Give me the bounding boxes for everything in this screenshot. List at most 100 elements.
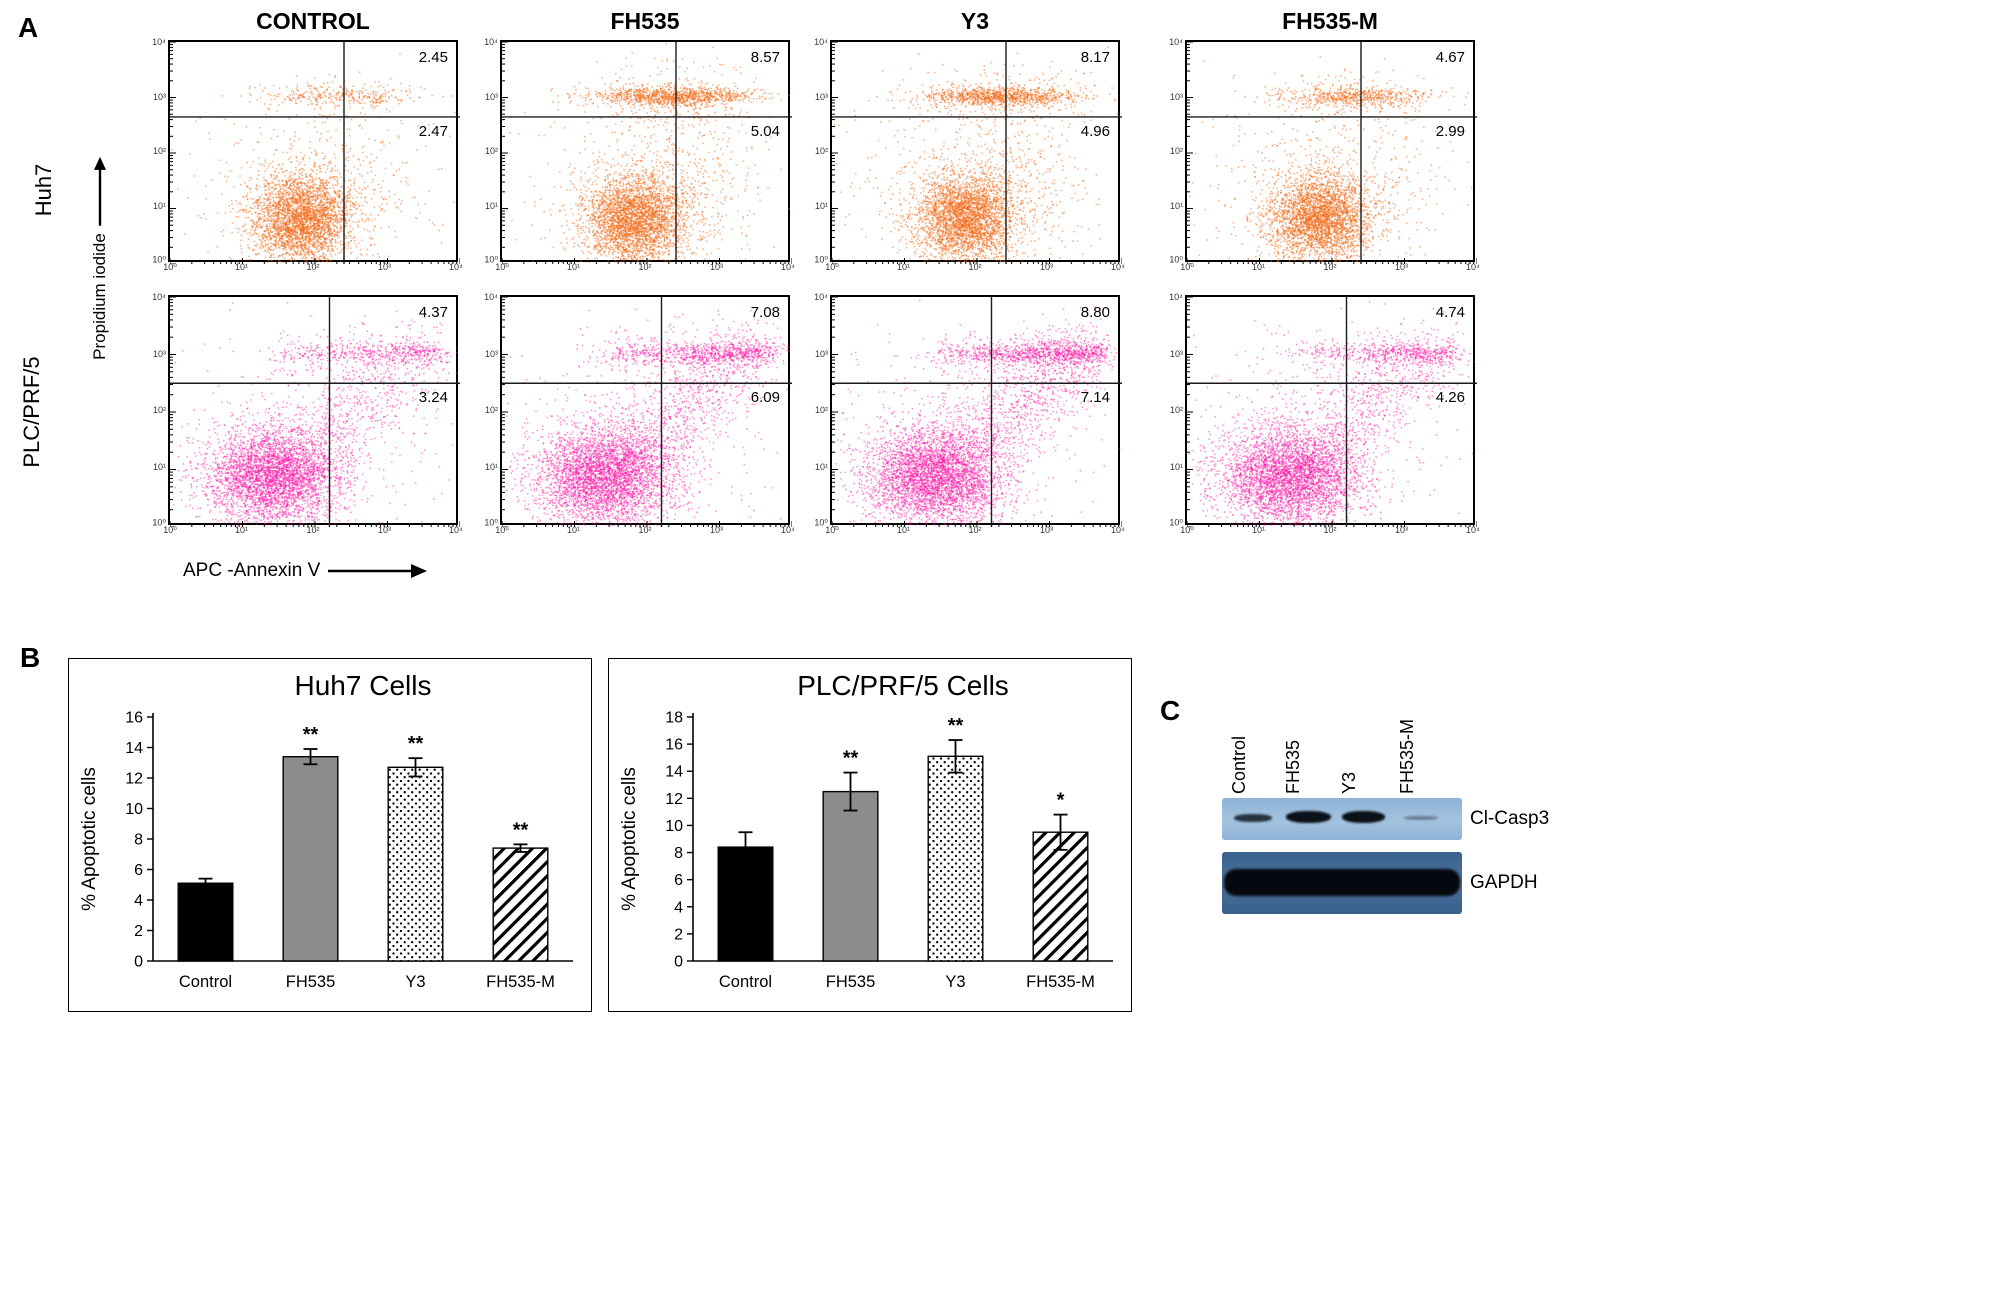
flow-dot-cloud-huh7-fh535 <box>502 42 792 264</box>
y-tick-label: 10⁰ <box>484 517 498 528</box>
x-tick-label: 10⁰ <box>163 262 177 272</box>
y-tick-label: 10⁰ <box>152 517 166 528</box>
flow-column-header-fh535: FH535 <box>610 8 680 34</box>
quadrant-upper-right-value: 8.17 <box>1080 49 1110 66</box>
y-tick-label: 16 <box>665 737 683 754</box>
y-tick-label: 10³ <box>152 91 166 102</box>
panel-b-label: B <box>20 642 41 673</box>
y-tick-label: 10¹ <box>484 461 498 472</box>
blot-label-gapdh: GAPDH <box>1470 872 1538 893</box>
x-tick-label: 10⁴ <box>1466 525 1480 535</box>
x-tick-label: 10³ <box>709 525 724 535</box>
y-tick-label: 10⁴ <box>814 37 828 47</box>
x-tick-label: 10³ <box>377 262 392 272</box>
quadrant-upper-right-value: 7.08 <box>750 304 780 321</box>
x-tick-label: 10² <box>968 262 982 272</box>
quadrant-lower-right-value: 7.14 <box>1080 389 1110 406</box>
y-tick-label: 10⁰ <box>814 254 828 265</box>
y-tick-label: 6 <box>674 872 683 889</box>
y-tick-label: 10³ <box>1169 348 1183 359</box>
y-tick-label: 10⁰ <box>1169 254 1183 265</box>
x-tick-label: 10⁴ <box>1111 525 1125 535</box>
chart-title: Huh7 Cells <box>295 670 432 701</box>
y-tick-label: 10 <box>665 818 683 835</box>
x-tick-label: 10⁴ <box>449 525 463 535</box>
western-blot-gapdh <box>1222 852 1462 914</box>
blot-label-cl-casp3: Cl-Casp3 <box>1470 808 1550 829</box>
category-label: FH535-M <box>486 973 555 991</box>
y-tick-label: 10⁰ <box>484 254 498 265</box>
y-tick-label: 10³ <box>814 348 828 359</box>
quadrant-upper-right-value: 4.74 <box>1435 304 1465 321</box>
category-label: FH535 <box>286 973 336 991</box>
y-axis-title: % Apoptotic cells <box>79 767 100 911</box>
y-tick-label: 16 <box>125 710 143 727</box>
y-tick-label: 10³ <box>152 348 166 359</box>
category-label: Y3 <box>405 973 425 991</box>
bar-chart-box-huh7: Huh7 Cells % Apoptotic cells 0 2 4 6 8 10 12 14 16… <box>68 658 592 1012</box>
significance-marker: ** <box>513 819 529 841</box>
x-tick-label: 10³ <box>1039 525 1054 535</box>
y-tick-label: 14 <box>665 764 683 781</box>
y-tick-label: 10⁴ <box>484 292 498 302</box>
panel-c-label: C <box>1160 695 1181 726</box>
x-tick-label: 10⁴ <box>1466 262 1480 272</box>
y-tick-label: 10¹ <box>814 461 828 472</box>
quadrant-lower-right-value: 2.47 <box>418 123 448 140</box>
flow-plot-huh7-y3: 8.17 4.96 10⁰ 10⁰ 10¹ 10¹ 10² 10² 10³ 10³ 10⁴ 10⁴ <box>814 37 1125 272</box>
flow-column-header-y3: Y3 <box>960 8 990 34</box>
x-tick-label: 10² <box>306 262 320 272</box>
flow-plot-huh7-fh535: 8.57 5.04 10⁰ 10⁰ 10¹ 10¹ 10² 10² 10³ 10³ 10⁴ 10⁴ <box>484 37 795 272</box>
y-tick-label: 2 <box>674 926 683 943</box>
x-tick-label: 10⁰ <box>495 262 509 272</box>
x-tick-label: 10¹ <box>566 262 581 272</box>
x-tick-label: 10³ <box>377 525 392 535</box>
bar-control <box>717 846 774 962</box>
y-tick-label: 10¹ <box>152 200 166 211</box>
x-tick-label: 10¹ <box>1251 262 1266 272</box>
quadrant-upper-right-value: 4.67 <box>1435 49 1465 66</box>
y-tick-label: 2 <box>134 923 143 940</box>
y-tick-label: 10² <box>1169 405 1183 415</box>
x-tick-label: 10⁰ <box>1180 525 1194 535</box>
flow-y-axis-text: Propidium iodide <box>90 233 109 360</box>
category-label: FH535-M <box>1026 973 1095 991</box>
bar-fh535-m <box>492 847 549 962</box>
y-tick-label: 6 <box>134 862 143 879</box>
significance-marker: ** <box>948 715 964 737</box>
y-tick-label: 10² <box>152 405 166 415</box>
y-tick-label: 12 <box>125 771 143 788</box>
y-tick-label: 10² <box>1169 146 1183 156</box>
quadrant-lower-right-value: 5.04 <box>750 123 780 140</box>
blot-band-control <box>1234 814 1272 822</box>
x-tick-label: 10¹ <box>566 525 581 535</box>
x-tick-label: 10⁰ <box>825 525 839 535</box>
lane-label-control: Control <box>1229 735 1249 794</box>
x-tick-label: 10³ <box>709 262 724 272</box>
flow-x-axis-label: APC -Annexin V <box>183 560 428 582</box>
up-arrow-icon <box>94 157 106 227</box>
significance-marker: ** <box>303 724 319 746</box>
x-tick-label: 10¹ <box>234 525 249 535</box>
bar-fh535 <box>282 755 339 962</box>
y-tick-label: 10⁰ <box>814 517 828 528</box>
quadrant-lower-right-value: 4.96 <box>1080 123 1110 140</box>
y-axis-title: % Apoptotic cells <box>619 767 640 911</box>
category-label: Control <box>179 973 232 991</box>
x-tick-label: 10² <box>1323 262 1337 272</box>
flow-plot-plc-prf-5-fh535-m: 4.74 4.26 10⁰ 10⁰ 10¹ 10¹ 10² 10² 10³ 10³ 10⁴ 10⁴ <box>1169 292 1480 535</box>
x-tick-label: 10¹ <box>896 262 911 272</box>
significance-marker: * <box>1057 790 1065 812</box>
y-tick-label: 8 <box>134 832 143 849</box>
y-tick-label: 10⁴ <box>152 292 166 302</box>
quadrant-upper-right-value: 8.57 <box>750 49 780 66</box>
flow-row-label-plc-prf5: PLC/PRF/5 <box>19 356 44 468</box>
y-tick-label: 10 <box>125 801 143 818</box>
quadrant-upper-right-value: 2.45 <box>418 49 448 66</box>
y-tick-label: 10² <box>814 146 828 156</box>
blot-band-gapdh <box>1224 869 1460 896</box>
western-blot-cl-casp3 <box>1222 798 1462 840</box>
y-tick-label: 10³ <box>814 91 828 102</box>
y-tick-label: 10² <box>814 405 828 415</box>
flow-dot-cloud-plc-prf-5-y3 <box>832 297 1122 527</box>
